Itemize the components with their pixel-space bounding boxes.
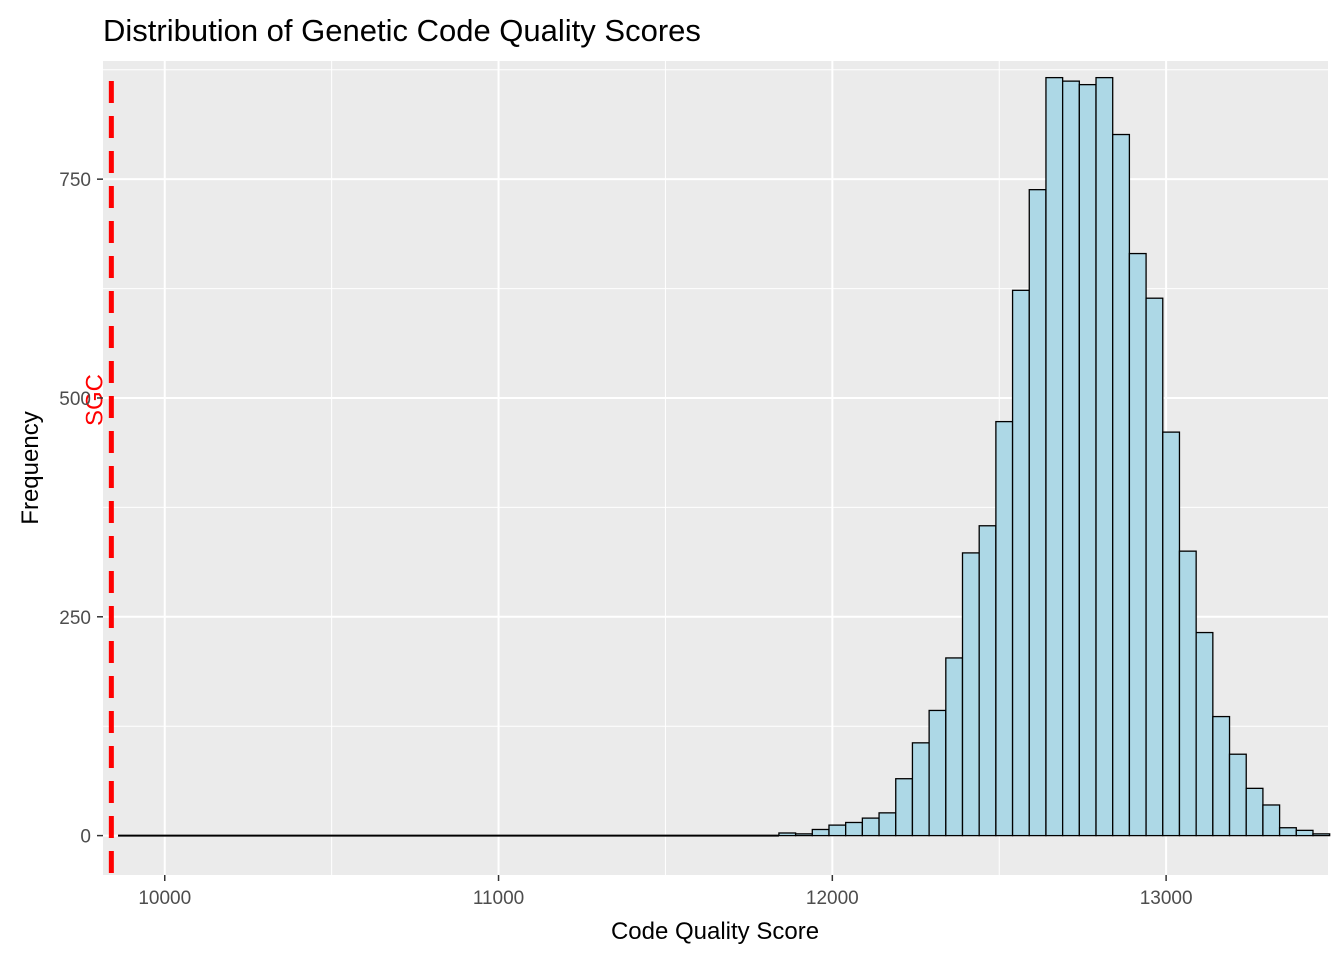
histogram-bar bbox=[811, 828, 830, 837]
axis-ticks: 10000 11000 12000 13000 0 250 500 750 bbox=[59, 170, 1192, 909]
x-axis-label: Code Quality Score bbox=[611, 918, 819, 945]
histogram-bar bbox=[978, 525, 997, 837]
histogram-bar bbox=[1228, 753, 1247, 837]
histogram-bar bbox=[778, 832, 797, 837]
histogram-bar bbox=[1195, 631, 1214, 837]
chart-title: Distribution of Genetic Code Quality Sco… bbox=[103, 13, 701, 48]
y-tick-label: 500 bbox=[59, 389, 91, 410]
histogram-bar bbox=[895, 778, 914, 837]
histogram-bar bbox=[1061, 80, 1080, 837]
histogram-bar bbox=[828, 824, 847, 837]
histogram-bar bbox=[1245, 787, 1264, 837]
histogram-bar bbox=[1212, 715, 1231, 837]
histogram-bar bbox=[878, 812, 897, 837]
histogram-bar bbox=[961, 552, 980, 837]
histogram-bar bbox=[1295, 829, 1314, 837]
histogram-bar bbox=[1312, 833, 1331, 837]
histogram-bar bbox=[1262, 804, 1281, 837]
x-tick-label: 11000 bbox=[473, 888, 524, 909]
histogram-bar bbox=[861, 817, 880, 837]
histogram-bar bbox=[845, 821, 864, 837]
x-tick-label: 13000 bbox=[1140, 888, 1193, 909]
histogram-bar bbox=[1045, 76, 1064, 837]
histogram-bar bbox=[1128, 252, 1147, 837]
y-tick-label: 250 bbox=[59, 608, 91, 629]
histogram-bar bbox=[1078, 83, 1097, 837]
histogram-bar bbox=[1145, 297, 1164, 837]
y-tick-label: 0 bbox=[80, 827, 91, 848]
histogram-bar bbox=[928, 709, 947, 837]
y-axis-label: Frequency bbox=[17, 411, 44, 524]
histogram-bar bbox=[1095, 76, 1114, 837]
histogram-bars bbox=[118, 76, 1331, 837]
x-tick-label: 12000 bbox=[806, 888, 859, 909]
histogram-bar bbox=[1162, 431, 1181, 837]
histogram-bar bbox=[794, 833, 813, 837]
reference-line-label: SGC bbox=[81, 374, 108, 426]
histogram-bar bbox=[1028, 189, 1047, 837]
histogram-bar bbox=[911, 742, 930, 837]
histogram-bar bbox=[945, 657, 964, 837]
histogram-bar bbox=[1112, 133, 1131, 837]
histogram-bar bbox=[1278, 827, 1297, 837]
x-tick-label: 10000 bbox=[138, 888, 191, 909]
histogram-bar bbox=[1178, 550, 1197, 837]
histogram-bar bbox=[1011, 289, 1030, 837]
histogram-bar bbox=[995, 420, 1014, 837]
reference-line-group: SGC bbox=[81, 81, 114, 875]
y-tick-label: 750 bbox=[59, 170, 91, 191]
